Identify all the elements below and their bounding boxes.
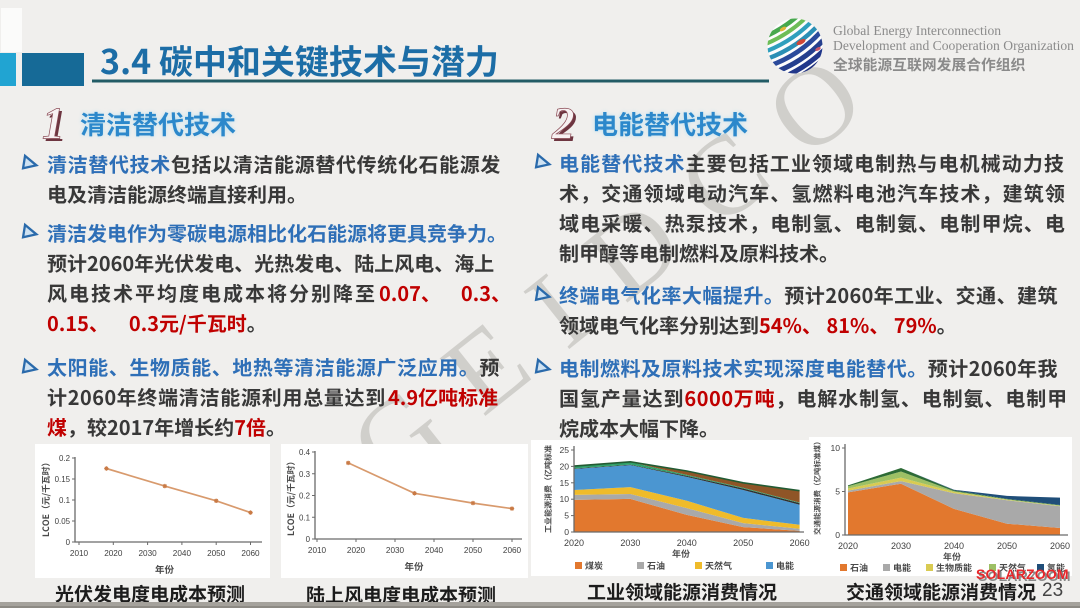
svg-text:2050: 2050 xyxy=(997,541,1017,551)
svg-text:23: 23 xyxy=(1042,580,1063,601)
svg-text:SOLARZOOM: SOLARZOOM xyxy=(978,568,1071,584)
svg-text:0.15: 0.15 xyxy=(55,475,71,484)
svg-text:2060: 2060 xyxy=(1050,541,1070,551)
svg-text:2040: 2040 xyxy=(173,549,192,558)
svg-text:20: 20 xyxy=(559,461,569,471)
svg-text:2: 2 xyxy=(554,101,578,151)
svg-text:2030: 2030 xyxy=(138,549,157,558)
svg-text:2020: 2020 xyxy=(564,538,584,548)
svg-text:0: 0 xyxy=(306,535,311,544)
svg-text:2030: 2030 xyxy=(386,546,405,555)
svg-text:2040: 2040 xyxy=(677,538,697,548)
svg-text:0.1: 0.1 xyxy=(59,496,70,505)
svg-text:10: 10 xyxy=(830,443,840,453)
svg-text:5: 5 xyxy=(835,487,840,497)
svg-text:2040: 2040 xyxy=(425,546,444,555)
svg-text:2050: 2050 xyxy=(207,549,226,558)
svg-text:SOLARZOOM: SOLARZOOM xyxy=(976,566,1069,582)
svg-text:2040: 2040 xyxy=(944,541,964,551)
svg-text:0.1: 0.1 xyxy=(299,513,310,522)
svg-text:0.3: 0.3 xyxy=(299,470,311,479)
svg-text:2060: 2060 xyxy=(503,546,522,555)
svg-text:15: 15 xyxy=(559,478,569,488)
svg-text:5: 5 xyxy=(564,511,569,521)
svg-text:0.4: 0.4 xyxy=(299,448,311,457)
svg-text:2010: 2010 xyxy=(308,546,327,555)
svg-text:0.05: 0.05 xyxy=(55,517,71,526)
svg-text:2020: 2020 xyxy=(838,541,858,551)
svg-text:1: 1 xyxy=(42,99,65,149)
svg-text:2030: 2030 xyxy=(891,541,911,551)
svg-text:2050: 2050 xyxy=(733,538,753,548)
svg-text:Global Energy Interconnection: Global Energy Interconnection xyxy=(833,23,1001,38)
svg-text:2010: 2010 xyxy=(70,549,89,558)
svg-text:25: 25 xyxy=(559,445,569,455)
svg-text:10: 10 xyxy=(559,494,569,504)
svg-text:2050: 2050 xyxy=(464,546,483,555)
svg-text:0: 0 xyxy=(66,538,71,547)
svg-text:0: 0 xyxy=(835,530,840,540)
svg-text:2030: 2030 xyxy=(620,538,640,548)
svg-text:2060: 2060 xyxy=(790,538,810,548)
svg-text:2: 2 xyxy=(551,99,575,149)
svg-text:0.2: 0.2 xyxy=(299,492,310,501)
svg-text:2060: 2060 xyxy=(241,549,260,558)
svg-text:0.2: 0.2 xyxy=(59,454,70,463)
svg-text:Development and Cooperation Or: Development and Cooperation Organization xyxy=(833,38,1074,53)
svg-text:2020: 2020 xyxy=(347,546,366,555)
svg-text:2020: 2020 xyxy=(104,549,123,558)
svg-text:0: 0 xyxy=(564,527,569,537)
svg-text:1: 1 xyxy=(45,101,68,151)
